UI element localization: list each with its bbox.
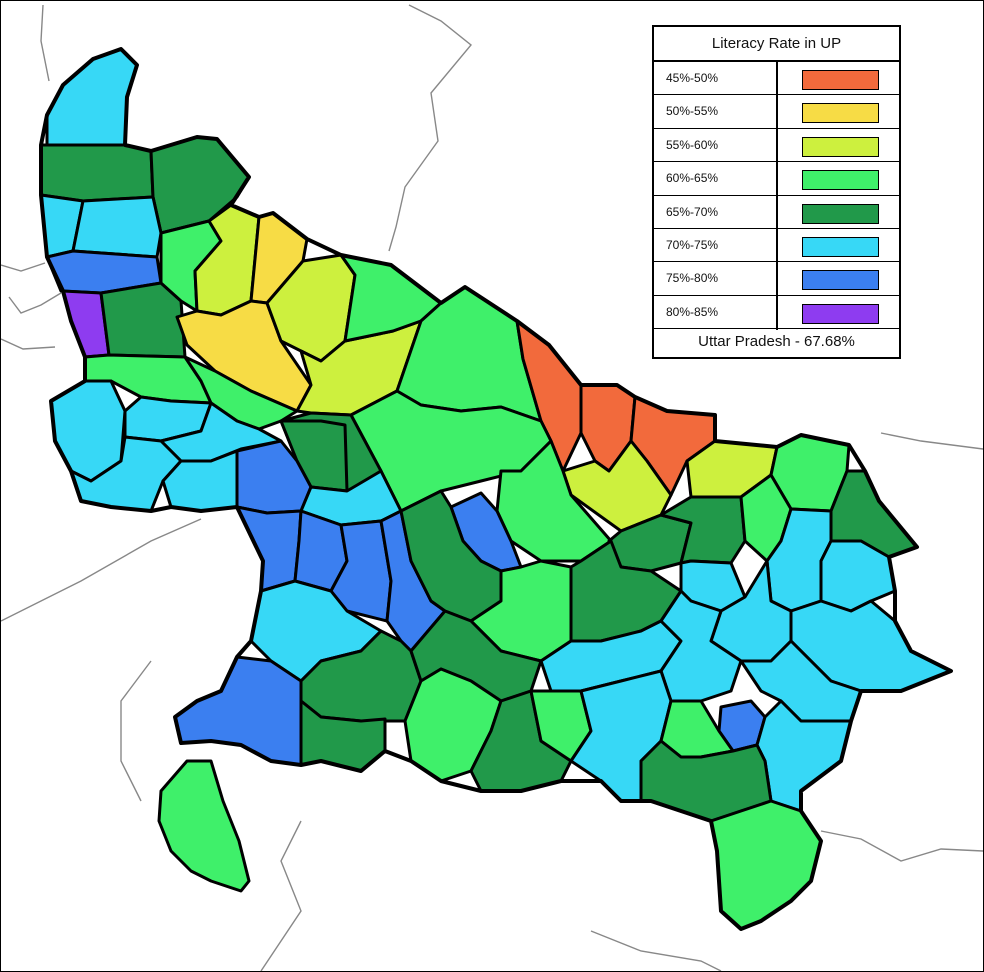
legend-label: 60%-65% bbox=[666, 171, 719, 186]
legend-row: 50%-55% bbox=[654, 95, 899, 129]
legend-swatch bbox=[802, 70, 879, 90]
neighbor-boundary-south-2 bbox=[260, 820, 302, 971]
legend-row: 55%-60% bbox=[654, 129, 899, 163]
legend-rows: 45%-50% 50%-55% 55%-60% 60%-65% 65%-70% … bbox=[654, 62, 899, 330]
neighbor-boundary-southwest bbox=[1, 518, 202, 622]
legend-swatch bbox=[802, 203, 879, 224]
neighbor-boundary-west-mid bbox=[1, 338, 56, 350]
district-meerut bbox=[71, 195, 163, 259]
legend-label: 55%-60% bbox=[666, 137, 719, 152]
state-border bbox=[39, 47, 953, 931]
legend-swatch bbox=[802, 170, 879, 191]
legend-row: 75%-80% bbox=[654, 262, 899, 296]
legend-swatch bbox=[802, 270, 879, 291]
district-lalitpur-upper bbox=[173, 655, 303, 767]
district-badaun bbox=[175, 299, 313, 413]
legend-label: 45%-50% bbox=[666, 71, 719, 85]
district-lalitpur bbox=[157, 759, 251, 893]
district-saharanpur bbox=[45, 47, 139, 147]
neighbor-boundaries bbox=[1, 4, 983, 971]
legend-row: 80%-85% bbox=[654, 296, 899, 330]
legend-swatch bbox=[802, 136, 879, 157]
neighbor-boundary-southwest-lower bbox=[120, 660, 152, 802]
legend-row: 70%-75% bbox=[654, 229, 899, 263]
district-sambhal bbox=[183, 355, 299, 431]
legend-row: 65%-70% bbox=[654, 196, 899, 229]
legend-swatch bbox=[802, 303, 879, 324]
legend-swatch bbox=[802, 236, 879, 257]
district-sonbhadra bbox=[709, 799, 823, 931]
neighbor-boundary-southeast bbox=[820, 830, 983, 862]
legend-title: Literacy Rate in UP bbox=[654, 27, 899, 62]
neighbor-boundary-west-upper bbox=[1, 262, 46, 272]
legend-label: 70%-75% bbox=[666, 237, 719, 252]
legend-row: 45%-50% bbox=[654, 62, 899, 96]
district-pratapgarh bbox=[659, 589, 743, 703]
legend-label: 50%-55% bbox=[666, 104, 719, 119]
neighbor-boundary-northwest bbox=[40, 4, 50, 82]
legend: Literacy Rate in UP 45%-50% 50%-55% 55%-… bbox=[652, 25, 901, 359]
legend-divider bbox=[776, 62, 778, 330]
legend-label: 80%-85% bbox=[666, 304, 719, 319]
neighbor-boundary-west-haryana bbox=[8, 292, 62, 314]
neighbor-boundary-east bbox=[880, 432, 983, 450]
legend-label: 75%-80% bbox=[666, 271, 719, 286]
neighbor-boundary-north bbox=[388, 4, 472, 252]
neighbor-boundary-south bbox=[590, 930, 722, 971]
legend-footer: Uttar Pradesh - 67.68% bbox=[698, 333, 855, 350]
legend-label: 65%-70% bbox=[666, 204, 719, 219]
legend-row: 60%-65% bbox=[654, 162, 899, 196]
district-firozabad bbox=[235, 505, 303, 593]
legend-swatch bbox=[802, 103, 879, 124]
districts bbox=[39, 47, 953, 931]
district-muzaffarnagar bbox=[39, 143, 155, 203]
